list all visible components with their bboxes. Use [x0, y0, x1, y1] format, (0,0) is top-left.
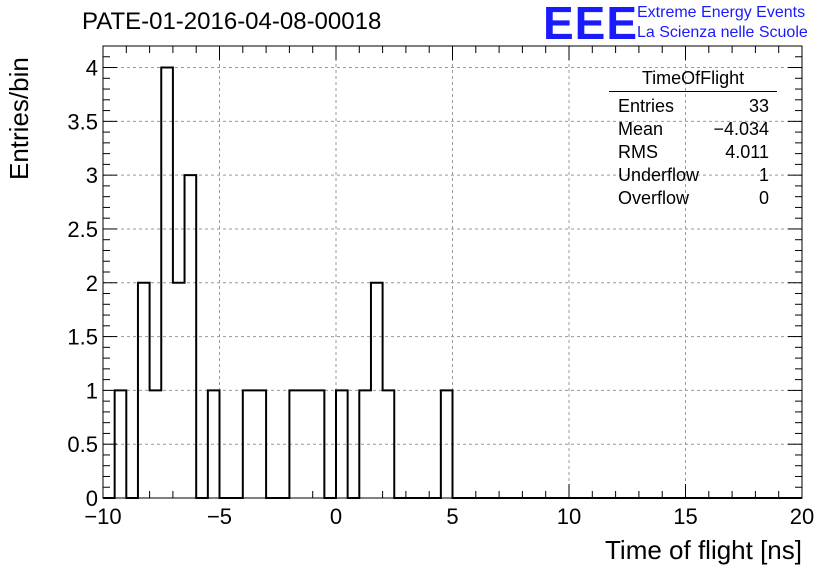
eee-logo: EEE — [543, 0, 639, 49]
stats-label: Mean — [618, 119, 664, 139]
logo-line-1: Extreme Energy Events — [637, 4, 806, 21]
x-tick-label: 5 — [446, 504, 458, 529]
y-tick-label: 0.5 — [67, 432, 98, 457]
stats-box: TimeOfFlight Entries 33 Mean −4.034 RMS 4.0… — [609, 68, 777, 210]
chart-title: PATE-01-2016-04-08-00018 — [82, 8, 382, 35]
stats-value: −4.034 — [713, 119, 769, 139]
stats-value: 4.011 — [725, 142, 769, 162]
histogram-bars — [103, 66, 802, 499]
logo-line-2: La Scienza nelle Scuole — [637, 24, 808, 41]
histogram-outline — [103, 66, 802, 499]
x-tick-label: 20 — [790, 504, 814, 529]
stats-row-mean: Mean −4.034 — [609, 118, 777, 141]
x-tick-label: 0 — [330, 504, 342, 529]
stats-row-overflow: Overflow 0 — [609, 187, 777, 210]
y-axis-label: Entries/bin — [4, 57, 34, 180]
x-axis-label: Time of flight [ns] — [605, 535, 802, 565]
stats-value: 1 — [758, 165, 769, 185]
y-tick-label: 2.5 — [67, 217, 98, 242]
x-tick-label: −5 — [207, 504, 232, 529]
eee-logo-text: Extreme Energy Events La Scienza nelle S… — [637, 3, 808, 43]
axis-ticks — [102, 45, 803, 499]
y-tick-label: 1.5 — [67, 325, 98, 350]
y-tick-label: 1 — [86, 378, 98, 403]
y-tick-label: 3 — [86, 163, 98, 188]
y-tick-label: 2 — [86, 271, 98, 296]
stats-value: 33 — [748, 96, 769, 116]
y-tick-label: 0 — [86, 486, 98, 511]
x-tick-label: 15 — [673, 504, 697, 529]
stats-value: 0 — [758, 188, 769, 208]
stats-row-entries: Entries 33 — [609, 95, 777, 118]
stats-label: Underflow — [618, 165, 700, 185]
stats-row-underflow: Underflow 1 — [609, 164, 777, 187]
x-tick-label: 10 — [557, 504, 581, 529]
x-tick-label: −10 — [84, 504, 121, 529]
stats-row-rms: RMS 4.011 — [609, 141, 777, 164]
y-tick-label: 4 — [86, 56, 98, 81]
stats-label: RMS — [618, 142, 658, 162]
stats-title: TimeOfFlight — [609, 68, 777, 92]
stats-label: Overflow — [618, 188, 690, 208]
y-tick-label: 3.5 — [67, 109, 98, 134]
stats-label: Entries — [618, 96, 675, 116]
